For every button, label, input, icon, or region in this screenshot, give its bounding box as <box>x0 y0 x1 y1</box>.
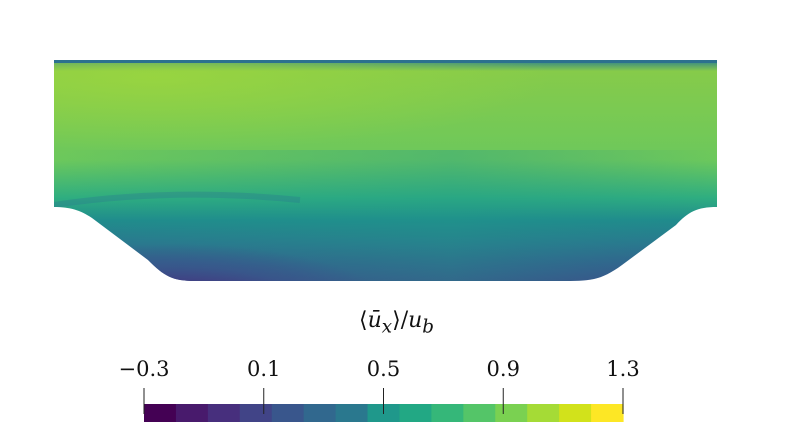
colorbar-swatch <box>431 404 464 422</box>
colorbar-title: ⟨ūx⟩/ub <box>358 308 435 338</box>
colorbar <box>144 404 624 422</box>
colorbar-tick-label: 0.1 <box>247 357 281 381</box>
colorbar-swatch <box>271 404 305 422</box>
colorbar-swatch <box>207 404 241 422</box>
colorbar-swatch <box>463 404 496 422</box>
colorbar-swatch <box>559 404 592 422</box>
colorbar-swatch <box>495 404 528 422</box>
colorbar-tick-label: −0.3 <box>118 357 170 381</box>
colorbar-swatch <box>527 404 560 422</box>
colorbar-swatch <box>239 404 273 422</box>
colorbar-tick-label: 1.3 <box>606 357 640 381</box>
colorbar-swatch <box>591 404 624 422</box>
colorbar-tick-label: 0.5 <box>366 357 401 381</box>
colorbar-swatch <box>335 404 369 422</box>
colorbar-swatch <box>399 404 432 422</box>
colorbar-ticks <box>143 388 624 414</box>
flow-domain <box>54 60 717 281</box>
colorbar-swatch <box>303 404 337 422</box>
colorbar-swatch <box>175 404 209 422</box>
colorbar-swatch <box>144 404 177 422</box>
colorbar-tick-label: 0.9 <box>486 357 520 381</box>
